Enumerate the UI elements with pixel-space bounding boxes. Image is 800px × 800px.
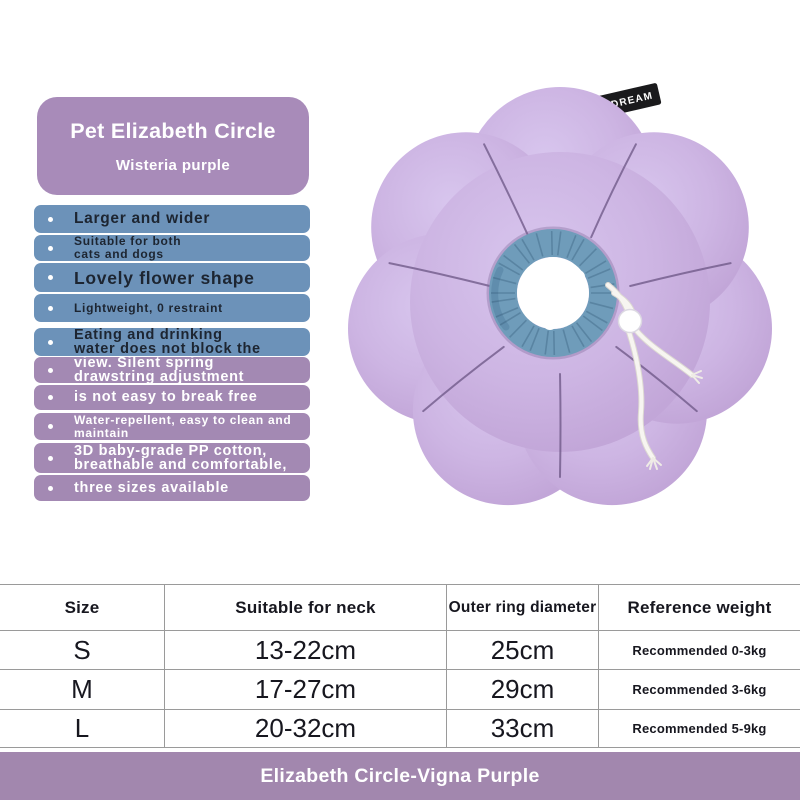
table-cell: 20-32cm (165, 710, 447, 747)
table-header-cell: Outer ring diameter (447, 585, 599, 630)
bullet-dot-icon (48, 275, 53, 280)
bullet-dot-icon (48, 395, 53, 400)
table-cell: 29cm (447, 670, 599, 709)
table-cell: L (0, 710, 165, 747)
feature-text: Eating and drinking water does not block … (74, 326, 261, 357)
drawstring-cord (605, 282, 703, 470)
table-header-cell: Reference weight (627, 597, 772, 617)
feature-item: 3D baby-grade PP cotton, breathable and c… (34, 443, 310, 473)
table-row: L 20-32cm 33cm Recommended 5-9kg (0, 710, 800, 748)
feature-item: view. Silent spring drawstring adjustment (34, 354, 310, 385)
table-cell: M (0, 670, 165, 709)
cord-toggle (617, 308, 643, 334)
feature-text: view. Silent spring drawstring adjustment (74, 354, 245, 385)
table-cell: S (0, 631, 165, 669)
product-title: Pet Elizabeth Circle (70, 118, 276, 143)
table-cell: Recommended 3-6kg (632, 682, 767, 697)
bullet-dot-icon (48, 485, 53, 491)
feature-item: Suitable for both cats and dogs (34, 235, 310, 261)
table-row: M 17-27cm 29cm Recommended 3-6kg (0, 670, 800, 710)
feature-text: three sizes available (74, 479, 229, 496)
title-card: Pet Elizabeth Circle Wisteria purple (37, 97, 309, 195)
table-cell: 33cm (447, 710, 599, 747)
table-cell: 25cm (447, 631, 599, 669)
table-row: S 13-22cm 25cm Recommended 0-3kg (0, 631, 800, 670)
feature-text: Larger and wider (74, 210, 211, 227)
feature-text: Lightweight, 0 restraint (74, 300, 223, 315)
table-header-row: Size Suitable for neck Outer ring diameter… (0, 584, 800, 631)
product-color-subtitle: Wisteria purple (115, 156, 231, 174)
ring-fabric-texture (491, 230, 615, 356)
feature-text: Lovely flower shape (74, 267, 255, 288)
feature-text: is not easy to break free (74, 389, 258, 406)
feature-item: Lightweight, 0 restraint (34, 294, 310, 322)
table-header-cell: Suitable for neck (165, 585, 447, 630)
feature-text: Water-repellent, easy to clean and mainta… (74, 412, 292, 440)
feature-item: Lovely flower shape (34, 263, 310, 292)
table-cell: Recommended 0-3kg (632, 642, 767, 658)
bullet-dot-icon (48, 305, 53, 311)
feature-item: three sizes available (34, 475, 310, 501)
table-header-cell: Size (0, 585, 165, 630)
inner-ring (486, 226, 620, 360)
bullet-dot-icon (48, 455, 53, 461)
product-photo-svg: HiDREAM (348, 83, 772, 506)
table-cell: Recommended 5-9kg (632, 721, 767, 736)
feature-item: Eating and drinking water does not block … (34, 326, 310, 357)
bullet-dot-icon (48, 216, 53, 222)
product-photo: HiDREAM (320, 55, 800, 545)
petal-creases (388, 143, 732, 478)
feature-text: 3D baby-grade PP cotton, breathable and c… (74, 442, 288, 473)
feature-item: is not easy to break free (34, 385, 310, 410)
bullet-dot-icon (48, 339, 53, 345)
bullet-dot-icon (48, 245, 53, 251)
feature-item: Water-repellent, easy to clean and mainta… (34, 413, 310, 440)
table-cell: 17-27cm (165, 670, 447, 709)
feature-item: Larger and wider (34, 205, 310, 233)
feature-text: Suitable for both cats and dogs (74, 234, 182, 261)
table-cell: 13-22cm (165, 631, 447, 669)
bullet-dot-icon (48, 367, 53, 373)
variant-label: Elizabeth Circle-Vigna Purple (260, 764, 540, 787)
variant-banner: Elizabeth Circle-Vigna Purple (0, 752, 800, 800)
bullet-dot-icon (48, 424, 53, 429)
size-table: Size Suitable for neck Outer ring diameter… (0, 584, 800, 748)
